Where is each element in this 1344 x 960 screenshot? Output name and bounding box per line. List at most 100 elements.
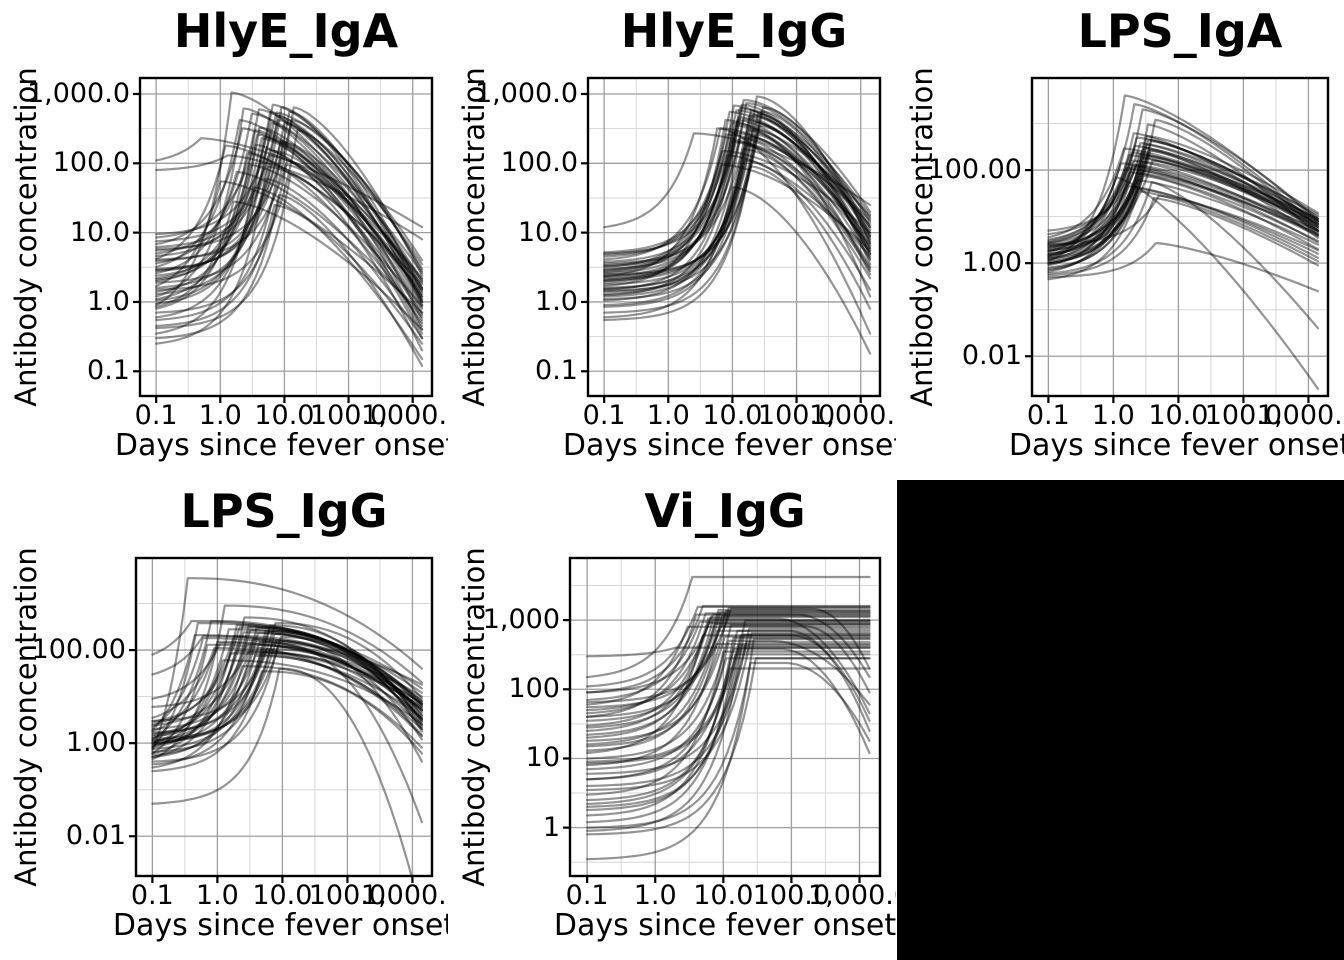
antibody-trajectory-curve <box>151 651 423 745</box>
antibody-trajectory-curve <box>155 112 424 275</box>
antibody-trajectory-curve <box>1047 170 1319 262</box>
antibody-trajectory-curve <box>151 670 423 773</box>
antibody-trajectory-curve <box>1047 123 1319 272</box>
curves-group <box>151 577 423 876</box>
antibody-trajectory-curve <box>151 637 423 729</box>
antibody-trajectory-curve <box>1047 154 1319 247</box>
y-tick-label: 0.01 <box>65 820 126 852</box>
antibody-trajectory-curve <box>603 104 872 274</box>
antibody-trajectory-curve <box>155 172 424 352</box>
panel-border <box>586 76 882 398</box>
antibody-trajectory-curve <box>1047 146 1319 255</box>
antibody-trajectory-curve <box>586 623 871 760</box>
panel-border <box>1030 76 1330 398</box>
antibody-trajectory-curve <box>1047 162 1319 254</box>
antibody-trajectory-curve <box>151 619 423 741</box>
antibody-trajectory-curve <box>155 150 424 298</box>
antibody-trajectory-curve <box>151 650 423 759</box>
x-tick-label: 10.0 <box>1148 400 1209 431</box>
antibody-trajectory-curve <box>586 657 871 771</box>
antibody-trajectory-curve <box>586 648 871 806</box>
antibody-trajectory-curve <box>586 631 871 792</box>
x-tick-label: 1.0 <box>646 400 690 431</box>
antibody-trajectory-curve <box>603 119 872 291</box>
antibody-trajectory-curve <box>603 131 872 283</box>
antibody-trajectory-curve <box>1047 190 1319 281</box>
antibody-trajectory-curve <box>1047 139 1319 248</box>
antibody-trajectory-curve <box>151 626 423 723</box>
antibody-trajectory-curve <box>151 619 423 690</box>
x-tick-label: 10.0 <box>693 880 754 911</box>
antibody-trajectory-curve <box>151 665 423 769</box>
antibody-trajectory-curve <box>586 638 871 861</box>
antibody-trajectory-curve <box>586 634 871 763</box>
antibody-trajectory-curve <box>586 622 871 736</box>
antibody-trajectory-curve <box>155 152 424 324</box>
antibody-trajectory-curve <box>603 115 872 286</box>
antibody-trajectory-curve <box>603 159 872 308</box>
panel-title: HlyE_IgG <box>620 4 848 58</box>
antibody-trajectory-curve <box>151 624 423 751</box>
antibody-trajectory-curve <box>1047 197 1319 277</box>
antibody-trajectory-curve <box>603 186 872 355</box>
x-tick-label: 1.0 <box>1091 400 1135 431</box>
antibody-trajectory-curve <box>151 651 423 708</box>
y-tick-label: 1.00 <box>65 727 126 759</box>
antibody-trajectory-curve <box>1047 242 1319 293</box>
panel-hlye-iga: HlyE_IgA Antibody concentration Days sin… <box>0 0 448 480</box>
antibody-trajectory-curve <box>151 659 423 748</box>
y-tick-label: 100.00 <box>927 154 1022 186</box>
x-tick-label: 0.1 <box>565 880 609 911</box>
antibody-trajectory-curve <box>155 154 424 281</box>
antibody-trajectory-curve <box>155 126 424 302</box>
panel-title: LPS_IgA <box>1077 4 1283 58</box>
antibody-trajectory-curve <box>155 129 424 310</box>
antibody-trajectory-curve <box>586 641 871 788</box>
antibody-trajectory-curve <box>155 137 424 314</box>
antibody-trajectory-curve <box>1047 138 1319 249</box>
antibody-trajectory-curve <box>151 634 423 686</box>
antibody-trajectory-curve <box>1047 148 1319 264</box>
antibody-trajectory-curve <box>586 606 871 748</box>
x-tick-label: 1.0 <box>195 880 239 911</box>
antibody-trajectory-curve <box>1047 171 1319 267</box>
antibody-trajectory-curve <box>1047 187 1319 271</box>
antibody-trajectory-curve <box>586 575 871 679</box>
antibody-trajectory-curve <box>1047 142 1319 236</box>
antibody-trajectory-curve <box>155 139 424 289</box>
antibody-trajectory-curve <box>155 127 424 280</box>
antibody-trajectory-curve <box>586 637 871 817</box>
antibody-trajectory-curve <box>586 605 871 688</box>
antibody-trajectory-curve <box>1047 134 1319 232</box>
x-tick-label: 100.0 <box>308 880 387 911</box>
antibody-trajectory-curve <box>603 129 872 307</box>
antibody-trajectory-curve <box>1047 159 1319 261</box>
antibody-trajectory-curve <box>586 653 871 824</box>
antibody-trajectory-curve <box>155 119 424 266</box>
antibody-trajectory-curve <box>586 604 871 694</box>
antibody-trajectory-curve <box>155 163 424 308</box>
antibody-trajectory-curve <box>151 604 423 761</box>
antibody-trajectory-curve <box>151 634 423 732</box>
panel-title: Vi_IgG <box>644 484 806 538</box>
antibody-trajectory-curve <box>603 119 872 288</box>
antibody-trajectory-curve <box>603 107 872 263</box>
panel-title: LPS_IgG <box>180 484 388 538</box>
antibody-trajectory-curve <box>1047 149 1319 260</box>
plot-area <box>581 76 882 403</box>
antibody-trajectory-curve <box>155 106 424 284</box>
panel-lps-iga: LPS_IgA Antibody concentration Days sinc… <box>896 0 1344 480</box>
antibody-trajectory-curve <box>151 633 423 753</box>
x-tick-label: 1.0 <box>633 880 677 911</box>
redacted-black-panel <box>897 480 1344 960</box>
y-tick-label: 1.0 <box>87 285 130 317</box>
antibody-trajectory-curve <box>155 163 424 291</box>
antibody-trajectory-curve <box>603 137 872 302</box>
antibody-trajectory-curve <box>586 639 871 781</box>
plot-area <box>1025 76 1330 403</box>
antibody-trajectory-curve <box>586 612 871 715</box>
antibody-trajectory-curve <box>151 636 423 740</box>
antibody-trajectory-curve <box>155 193 424 367</box>
plot-area <box>133 76 434 403</box>
antibody-trajectory-curve <box>1047 118 1319 265</box>
